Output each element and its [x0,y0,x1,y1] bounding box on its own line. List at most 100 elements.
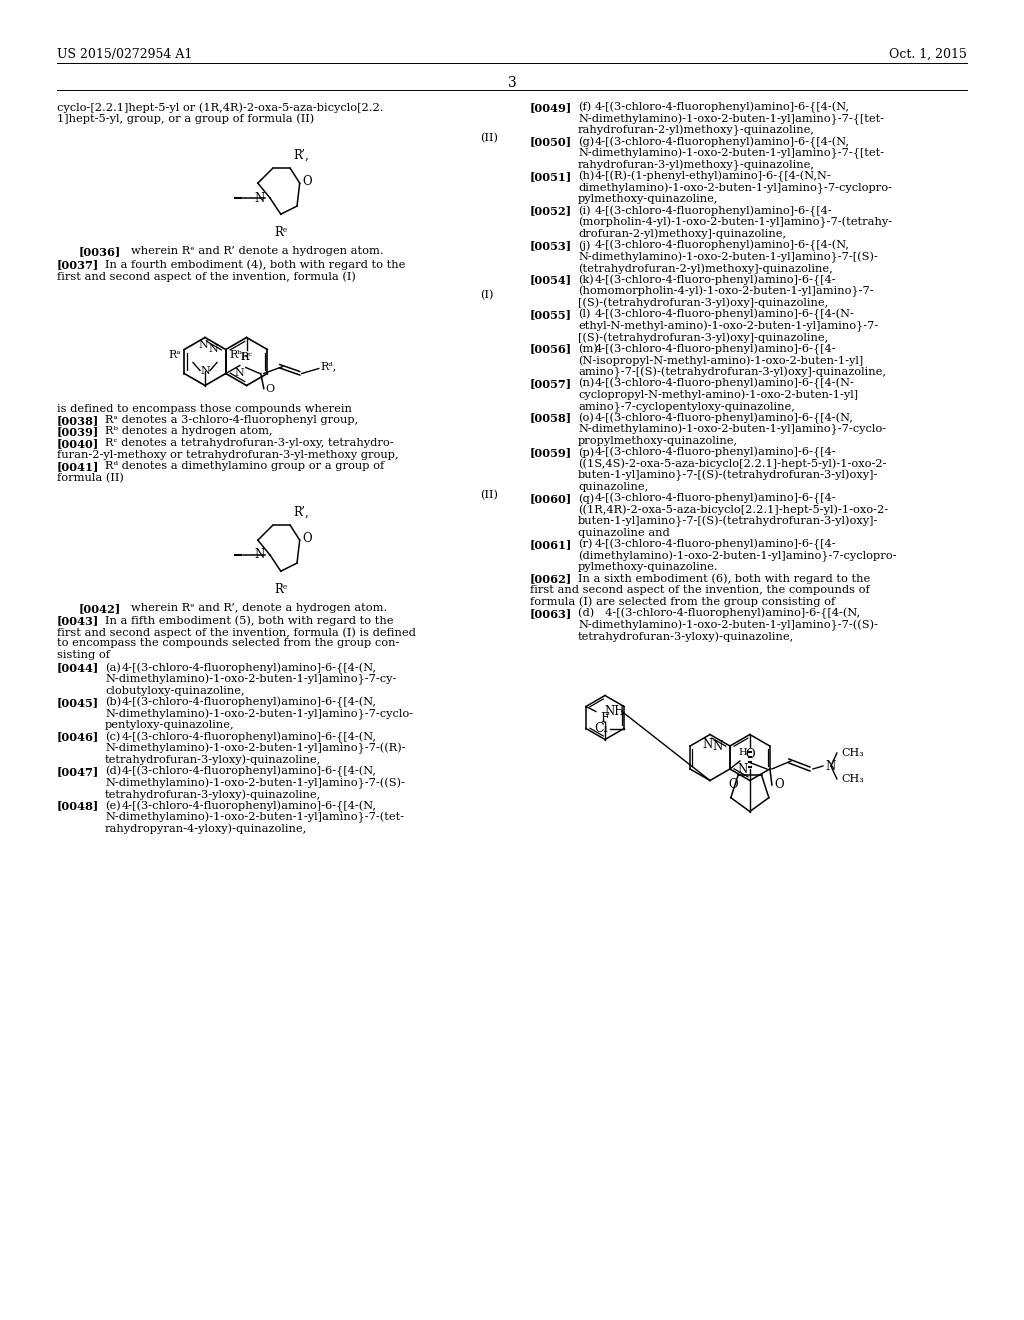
Text: [0060]: [0060] [530,492,572,504]
Text: (k): (k) [578,275,594,285]
Text: Rᵈ,: Rᵈ, [321,362,337,371]
Text: [0063]: [0063] [530,609,572,619]
Text: (tetrahydrofuran-2-yl)methoxy]-quinazoline,: (tetrahydrofuran-2-yl)methoxy]-quinazoli… [578,263,833,273]
Text: propylmethoxy-quinazoline,: propylmethoxy-quinazoline, [578,436,738,446]
Text: N-dimethylamino)-1-oxo-2-buten-1-yl]amino}-7-{[tet-: N-dimethylamino)-1-oxo-2-buten-1-yl]amin… [578,148,884,160]
Text: sisting of: sisting of [57,649,110,660]
Text: [0053]: [0053] [530,240,572,251]
Text: (p): (p) [578,447,594,458]
Text: quinazoline and: quinazoline and [578,528,670,537]
Text: O: O [745,747,755,760]
Text: buten-1-yl]amino}-7-[(S)-(tetrahydrofuran-3-yl)oxy]-: buten-1-yl]amino}-7-[(S)-(tetrahydrofura… [578,470,879,482]
Text: N-dimethylamino)-1-oxo-2-buten-1-yl]amino}-7-[(S)-: N-dimethylamino)-1-oxo-2-buten-1-yl]amin… [578,252,878,263]
Text: N-dimethylamino)-1-oxo-2-buten-1-yl]amino}-7-(tet-: N-dimethylamino)-1-oxo-2-buten-1-yl]amin… [105,812,404,824]
Text: [0050]: [0050] [530,136,572,148]
Text: [0056]: [0056] [530,343,572,355]
Text: (r): (r) [578,539,593,549]
Text: US 2015/0272954 A1: US 2015/0272954 A1 [57,48,193,61]
Text: (II): (II) [480,133,498,144]
Text: (g): (g) [578,136,594,147]
Text: [(S)-(tetrahydrofuran-3-yl)oxy]-quinazoline,: [(S)-(tetrahydrofuran-3-yl)oxy]-quinazol… [578,333,828,343]
Text: O: O [303,532,312,545]
Text: (n): (n) [578,378,594,388]
Text: [0062]: [0062] [530,573,572,585]
Text: (q): (q) [578,492,594,503]
Text: 4-[(3-chloro-4-fluorophenyl)amino]-6-{[4-(N,: 4-[(3-chloro-4-fluorophenyl)amino]-6-{[4… [122,697,377,709]
Text: first and second aspect of the invention, formula (I): first and second aspect of the invention… [57,271,356,281]
Text: wherein Rᵉ and R’ denote a hydrogen atom.: wherein Rᵉ and R’ denote a hydrogen atom… [131,246,384,256]
Text: rahydropyran-4-yloxy)-quinazoline,: rahydropyran-4-yloxy)-quinazoline, [105,824,307,834]
Text: formula (I) are selected from the group consisting of: formula (I) are selected from the group … [530,597,836,607]
Text: N: N [200,366,210,375]
Text: tetrahydrofuran-3-yloxy)-quinazoline,: tetrahydrofuran-3-yloxy)-quinazoline, [578,631,795,642]
Text: In a fourth embodiment (4), both with regard to the: In a fourth embodiment (4), both with re… [105,260,406,271]
Text: Cl: Cl [594,722,608,735]
Text: O: O [774,779,783,792]
Text: pylmethoxy-quinazoline,: pylmethoxy-quinazoline, [578,194,719,205]
Text: O: O [266,384,274,393]
Text: 4-[(3-chloro-4-fluorophenyl)amino]-6-{[4-(N,: 4-[(3-chloro-4-fluorophenyl)amino]-6-{[4… [122,663,377,673]
Text: (i): (i) [578,206,591,215]
Text: clobutyloxy-quinazoline,: clobutyloxy-quinazoline, [105,685,245,696]
Text: In a fifth embodiment (5), both with regard to the: In a fifth embodiment (5), both with reg… [105,615,393,626]
Text: Rᶜ denotes a tetrahydrofuran-3-yl-oxy, tetrahydro-: Rᶜ denotes a tetrahydrofuran-3-yl-oxy, t… [105,438,393,447]
Text: R’,: R’, [293,506,309,519]
Text: R’,: R’, [293,148,309,161]
Text: Oct. 1, 2015: Oct. 1, 2015 [889,48,967,61]
Text: wherein Rᵉ and R’, denote a hydrogen atom.: wherein Rᵉ and R’, denote a hydrogen ato… [131,603,387,612]
Text: F: F [601,711,609,725]
Text: O: O [303,174,312,187]
Text: N: N [198,341,208,351]
Text: 4-[(R)-(1-phenyl-ethyl)amino]-6-{[4-(N,N-: 4-[(R)-(1-phenyl-ethyl)amino]-6-{[4-(N,N… [595,172,831,182]
Text: N: N [208,345,218,355]
Text: (dimethylamino)-1-oxo-2-buten-1-yl]amino}-7-cyclopro-: (dimethylamino)-1-oxo-2-buten-1-yl]amino… [578,550,896,562]
Text: 4-[(3-chloro-4-fluorophenyl)amino]-6-{[4-(N,: 4-[(3-chloro-4-fluorophenyl)amino]-6-{[4… [122,766,377,777]
Text: [0055]: [0055] [530,309,572,319]
Text: Rᵃ denotes a 3-chloro-4-fluorophenyl group,: Rᵃ denotes a 3-chloro-4-fluorophenyl gro… [105,414,358,425]
Text: [0058]: [0058] [530,412,572,424]
Text: 4-[(3-chloro-4-fluorophenyl)amino]-6-{[4-(N,: 4-[(3-chloro-4-fluorophenyl)amino]-6-{[4… [595,240,850,251]
Text: (c): (c) [105,731,121,742]
Text: [0039]: [0039] [57,426,99,437]
Text: CH₃: CH₃ [841,748,863,758]
Text: [0054]: [0054] [530,275,572,285]
Text: is defined to encompass those compounds wherein: is defined to encompass those compounds … [57,404,352,413]
Text: (d)   4-[(3-chloro-4-fluorophenyl)amino]-6-{[4-(N,: (d) 4-[(3-chloro-4-fluorophenyl)amino]-6… [578,609,860,619]
Text: (a): (a) [105,663,121,673]
Text: N: N [702,738,713,751]
Text: cyclopropyl-N-methyl-amino)-1-oxo-2-buten-1-yl]: cyclopropyl-N-methyl-amino)-1-oxo-2-bute… [578,389,858,400]
Text: 3: 3 [508,77,516,90]
Text: Rᵃ: Rᵃ [168,351,181,360]
Text: (b): (b) [105,697,121,708]
Text: 4-[(3-chloro-4-fluoro-phenyl)amino]-6-{[4-(N-: 4-[(3-chloro-4-fluoro-phenyl)amino]-6-{[… [595,309,855,321]
Text: first and second aspect of the invention, formula (I) is defined: first and second aspect of the invention… [57,627,416,638]
Text: N: N [713,739,723,752]
Text: N-dimethylamino)-1-oxo-2-buten-1-yl]amino}-7-cyclo-: N-dimethylamino)-1-oxo-2-buten-1-yl]amin… [105,709,413,719]
Text: N: N [738,763,749,776]
Text: N-dimethylamino)-1-oxo-2-buten-1-yl]amino}-7-((S)-: N-dimethylamino)-1-oxo-2-buten-1-yl]amin… [105,777,406,789]
Text: N: N [255,549,265,561]
Text: buten-1-yl]amino}-7-[(S)-(tetrahydrofuran-3-yl)oxy]-: buten-1-yl]amino}-7-[(S)-(tetrahydrofura… [578,516,879,528]
Text: first and second aspect of the invention, the compounds of: first and second aspect of the invention… [530,585,869,595]
Text: rahydrofuran-2-yl)methoxy}-quinazoline,: rahydrofuran-2-yl)methoxy}-quinazoline, [578,125,815,136]
Text: [0037]: [0037] [57,260,99,271]
Text: N: N [255,191,265,205]
Text: Rᵇ denotes a hydrogen atom,: Rᵇ denotes a hydrogen atom, [105,426,272,437]
Text: [0045]: [0045] [57,697,99,708]
Text: 4-[(3-chloro-4-fluoro-phenyl)amino]-6-{[4-(N,: 4-[(3-chloro-4-fluoro-phenyl)amino]-6-{[… [595,412,854,424]
Text: 4-[(3-chloro-4-fluoro-phenyl)amino]-6-{[4-(N-: 4-[(3-chloro-4-fluoro-phenyl)amino]-6-{[… [595,378,855,389]
Text: (d): (d) [105,766,121,776]
Text: 4-[(3-chloro-4-fluorophenyl)amino]-6-{[4-: 4-[(3-chloro-4-fluorophenyl)amino]-6-{[4… [595,206,833,216]
Text: 4-[(3-chloro-4-fluoro-phenyl)amino]-6-{[4-: 4-[(3-chloro-4-fluoro-phenyl)amino]-6-{[… [595,343,837,355]
Text: (e): (e) [105,800,121,810]
Text: tetrahydrofuran-3-yloxy)-quinazoline,: tetrahydrofuran-3-yloxy)-quinazoline, [105,755,322,766]
Text: N-dimethylamino)-1-oxo-2-buten-1-yl]amino}-7-cy-: N-dimethylamino)-1-oxo-2-buten-1-yl]amin… [105,675,396,685]
Text: dimethylamino)-1-oxo-2-buten-1-yl]amino}-7-cyclopro-: dimethylamino)-1-oxo-2-buten-1-yl]amino}… [578,182,892,194]
Text: Rᵇ: Rᵇ [229,351,242,360]
Text: 4-[(3-chloro-4-fluoro-phenyl)amino]-6-{[4-: 4-[(3-chloro-4-fluoro-phenyl)amino]-6-{[… [595,539,837,550]
Text: (I): (I) [480,289,494,300]
Text: tetrahydrofuran-3-yloxy)-quinazoline,: tetrahydrofuran-3-yloxy)-quinazoline, [105,789,322,800]
Text: (homomorpholin-4-yl)-1-oxo-2-buten-1-yl]amino}-7-: (homomorpholin-4-yl)-1-oxo-2-buten-1-yl]… [578,286,873,297]
Text: ((1R,4R)-2-oxa-5-aza-bicyclo[2.2.1]-hept-5-yl)-1-oxo-2-: ((1R,4R)-2-oxa-5-aza-bicyclo[2.2.1]-hept… [578,504,888,515]
Text: O: O [728,779,738,791]
